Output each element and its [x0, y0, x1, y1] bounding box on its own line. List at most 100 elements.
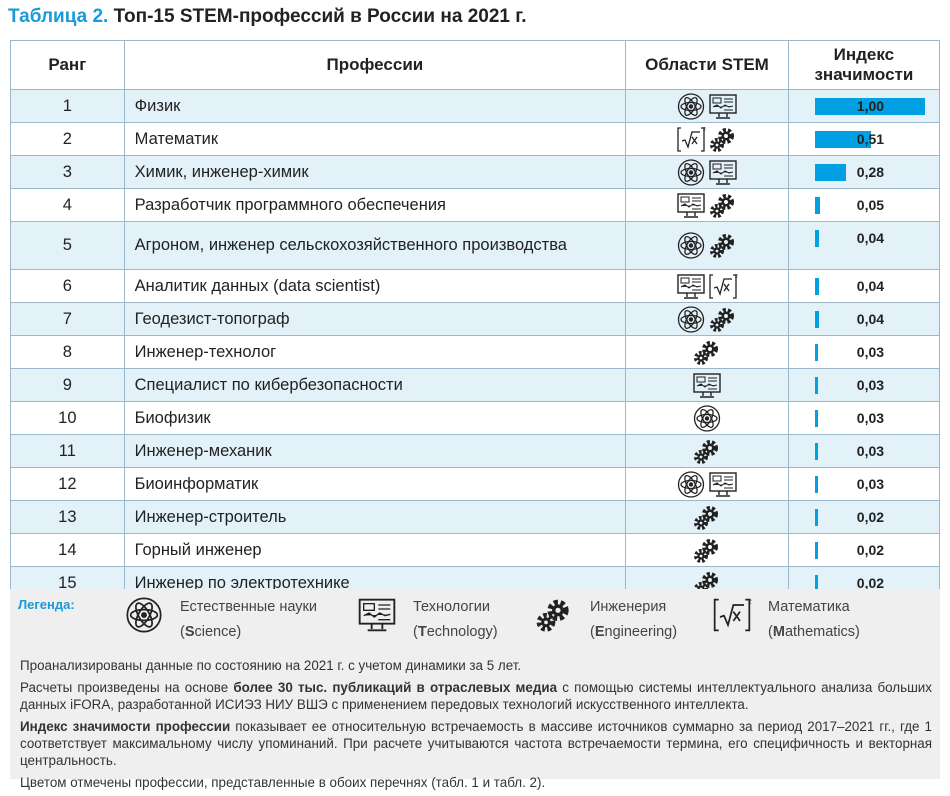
rank: 14	[10, 533, 125, 567]
element: Расчеты произведены на основе более 30 т…	[20, 679, 932, 713]
icon	[694, 374, 720, 397]
rank: 4	[10, 188, 125, 222]
profession: Биоинформатик	[123, 467, 627, 501]
profession: Агроном, инженер сельскохозяйственного п…	[123, 221, 627, 270]
index: 0,02	[787, 500, 941, 534]
text: Профессии	[123, 40, 627, 90]
stem-icon	[676, 159, 706, 186]
row: 8 Инженер-технолог 0,03	[10, 335, 941, 369]
profession: Инженер-механик	[123, 434, 627, 468]
stem-icon	[712, 597, 752, 633]
index: 0,03	[787, 335, 941, 369]
stem-icon	[692, 537, 722, 564]
index-bar	[814, 131, 871, 148]
stem-areas	[625, 221, 789, 270]
icon	[696, 541, 716, 561]
stem-icon	[708, 273, 738, 300]
rank: 10	[10, 401, 125, 435]
letter: S	[184, 624, 195, 640]
prefix: (	[768, 624, 773, 640]
stem-icon	[692, 405, 722, 432]
stem-areas	[625, 155, 789, 189]
icon	[678, 127, 706, 151]
stem-areas	[625, 335, 789, 369]
stem-areas	[625, 401, 789, 435]
icon	[712, 236, 732, 256]
legend-name: Математика	[768, 599, 850, 615]
icon	[678, 275, 704, 298]
stem-areas	[625, 89, 789, 123]
index-bar	[814, 197, 821, 214]
stem-icon	[124, 597, 164, 633]
row: 1 Физик 1,00	[10, 89, 941, 123]
index-bar	[814, 311, 820, 328]
profession: Биофизик	[123, 401, 627, 435]
stem-icon	[708, 126, 738, 153]
index-bar	[814, 509, 818, 526]
icon	[715, 599, 752, 631]
icon	[696, 508, 716, 528]
index-label: 0,03	[856, 377, 885, 393]
stem-icon	[692, 339, 722, 366]
element: Ранг Профессии Области STEM Индекс значимос…	[10, 40, 941, 90]
icon	[678, 307, 703, 332]
rest: echnology)	[426, 624, 498, 640]
row: 2 Математик 0,51	[10, 122, 941, 156]
profession: Химик, инженер-химик	[123, 155, 627, 189]
index-label: 0,02	[856, 575, 885, 591]
icon	[710, 161, 736, 184]
icon	[712, 196, 732, 216]
icon	[712, 310, 732, 330]
icon	[710, 274, 738, 298]
index-bar	[814, 575, 818, 592]
index: 0,03	[787, 401, 941, 435]
rank: 12	[10, 467, 125, 501]
prefix: (	[180, 624, 185, 640]
index-bar	[814, 410, 819, 427]
icon	[539, 602, 566, 629]
row: 10 Биофизик 0,03	[10, 401, 941, 435]
stem-icon	[534, 597, 574, 633]
text: Цветом отмечены профессии, представленны…	[20, 775, 546, 790]
stem-icon	[708, 192, 738, 219]
index-bar	[814, 230, 820, 247]
row: 5 Агроном, инженер сельскохозяйственного …	[10, 221, 941, 270]
icon	[712, 130, 732, 150]
stem-areas	[625, 269, 789, 303]
index: 0,03	[787, 434, 941, 468]
row: 13 Инженер-строитель 0,02	[10, 500, 941, 534]
profession: Геодезист-топограф	[123, 302, 627, 336]
text: Расчеты произведены на основе	[20, 680, 234, 695]
index-bar	[814, 542, 818, 559]
prefix: (	[590, 624, 595, 640]
icon	[127, 598, 160, 631]
stem-icon	[708, 159, 738, 186]
row: 12 Биоинформатик 0,03	[10, 467, 941, 501]
index-label: 1,00	[856, 98, 885, 114]
legend-item: Инженерия (Engineering)	[590, 595, 677, 645]
element: Ранг Профессии Области STEM Индекс значимос…	[10, 40, 941, 600]
rank: 5	[10, 221, 125, 270]
rest: ngineering)	[604, 624, 678, 640]
legend-name: Технологии	[413, 599, 490, 615]
text: Проанализированы данные по состоянию на …	[20, 658, 522, 673]
index-bar	[814, 344, 819, 361]
element: Цветом отмечены профессии, представленны…	[20, 774, 932, 791]
row: 7 Геодезист-топограф 0,04	[10, 302, 941, 336]
stem-areas	[625, 467, 789, 501]
text: Индекс значимости	[787, 40, 941, 90]
stem-areas	[625, 434, 789, 468]
index: 0,03	[787, 368, 941, 402]
index: 0,04	[787, 221, 941, 270]
index-label: 0,51	[856, 131, 885, 147]
stem-icon	[676, 306, 706, 333]
profession: Инженер-строитель	[123, 500, 627, 534]
text: Ранг	[10, 40, 125, 90]
legend-code: (Mathematics)	[768, 620, 860, 645]
stem-icon	[676, 93, 706, 120]
rank: 3	[10, 155, 125, 189]
element: Индекс значимости профессии показывает е…	[20, 718, 932, 769]
text: Таблица 2.	[8, 6, 109, 27]
profession: Физик	[123, 89, 627, 123]
icon	[696, 442, 716, 462]
